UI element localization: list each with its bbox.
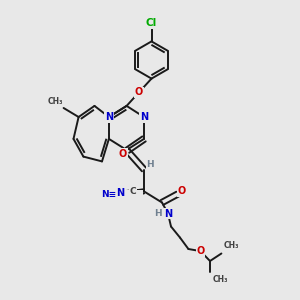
Text: N: N (140, 112, 148, 122)
Text: O: O (178, 186, 186, 196)
Text: CH₃: CH₃ (212, 275, 228, 284)
Text: O: O (135, 87, 143, 97)
Text: N≡C: N≡C (101, 190, 122, 199)
Text: Cl: Cl (146, 18, 157, 28)
FancyBboxPatch shape (116, 190, 142, 199)
Text: N: N (164, 208, 172, 219)
Text: O: O (196, 246, 205, 256)
Text: H: H (146, 160, 154, 169)
Text: CH₃: CH₃ (224, 242, 239, 250)
Text: C: C (117, 189, 123, 198)
Text: N: N (116, 188, 125, 199)
Text: H: H (154, 208, 161, 217)
Text: C: C (129, 188, 136, 196)
Text: CH₃: CH₃ (47, 97, 63, 106)
Text: N: N (105, 112, 113, 122)
Text: O: O (118, 149, 127, 159)
